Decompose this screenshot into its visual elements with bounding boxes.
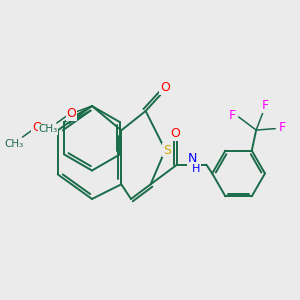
- Text: H: H: [192, 164, 200, 174]
- Text: CH₃: CH₃: [38, 124, 58, 134]
- Text: F: F: [279, 121, 286, 134]
- Text: S: S: [163, 143, 171, 157]
- Text: O: O: [67, 107, 76, 120]
- Text: N: N: [188, 152, 197, 165]
- Text: CH₃: CH₃: [4, 139, 23, 148]
- Text: O: O: [160, 81, 169, 94]
- Text: O: O: [171, 127, 181, 140]
- Text: F: F: [261, 99, 268, 112]
- Text: F: F: [229, 109, 236, 122]
- Text: O: O: [32, 121, 42, 134]
